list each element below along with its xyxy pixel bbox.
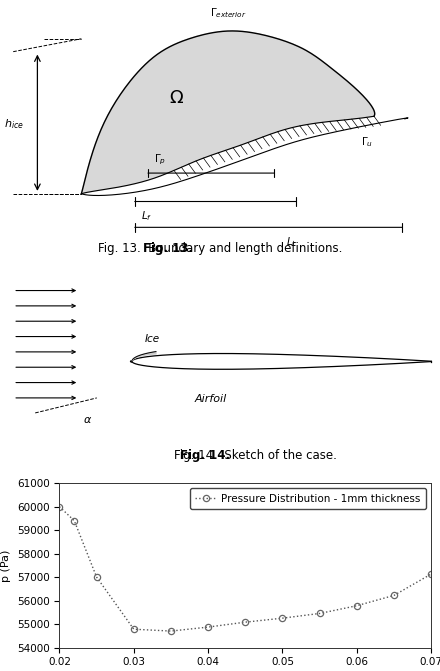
Pressure Distribution - 1mm thickness (392, 591, 397, 599)
Pressure Distribution - 1mm thickness (72, 517, 77, 525)
Pressure Distribution - 1mm thickness (131, 625, 136, 633)
Text: Airfoil: Airfoil (195, 394, 227, 404)
Line: Pressure Distribution - 1mm thickness: Pressure Distribution - 1mm thickness (56, 503, 434, 634)
Text: Fig. 14.: Fig. 14. (180, 450, 230, 462)
Text: Fig. 13.: Fig. 13. (143, 242, 193, 254)
Pressure Distribution - 1mm thickness (205, 623, 211, 631)
Pressure Distribution - 1mm thickness (354, 602, 359, 610)
Text: $\Gamma_u$: $\Gamma_u$ (361, 135, 373, 149)
Pressure Distribution - 1mm thickness (280, 614, 285, 622)
Text: Ice: Ice (145, 334, 160, 344)
Pressure Distribution - 1mm thickness (429, 570, 434, 578)
Text: Fig. 13.  Boundary and length definitions.: Fig. 13. Boundary and length definitions… (98, 242, 342, 254)
Pressure Distribution - 1mm thickness (57, 503, 62, 511)
Text: $\Gamma_p$: $\Gamma_p$ (154, 152, 166, 166)
Polygon shape (132, 352, 156, 361)
Pressure Distribution - 1mm thickness (317, 609, 322, 617)
Y-axis label: p (Pa): p (Pa) (1, 549, 11, 582)
Text: $L_f$: $L_f$ (141, 209, 152, 223)
Pressure Distribution - 1mm thickness (243, 618, 248, 626)
Text: $\Omega$: $\Omega$ (169, 89, 183, 107)
Text: $L_t$: $L_t$ (286, 235, 297, 249)
Text: $\Gamma_{exterior}$: $\Gamma_{exterior}$ (210, 6, 247, 20)
Polygon shape (81, 31, 375, 194)
Pressure Distribution - 1mm thickness (169, 627, 174, 635)
Legend: Pressure Distribution - 1mm thickness: Pressure Distribution - 1mm thickness (190, 488, 426, 509)
Pressure Distribution - 1mm thickness (94, 573, 99, 581)
Text: $h_{ice}$: $h_{ice}$ (4, 117, 24, 131)
Text: $\alpha$: $\alpha$ (84, 415, 92, 425)
Text: Fig. 14.  Sketch of the case.: Fig. 14. Sketch of the case. (174, 450, 337, 462)
